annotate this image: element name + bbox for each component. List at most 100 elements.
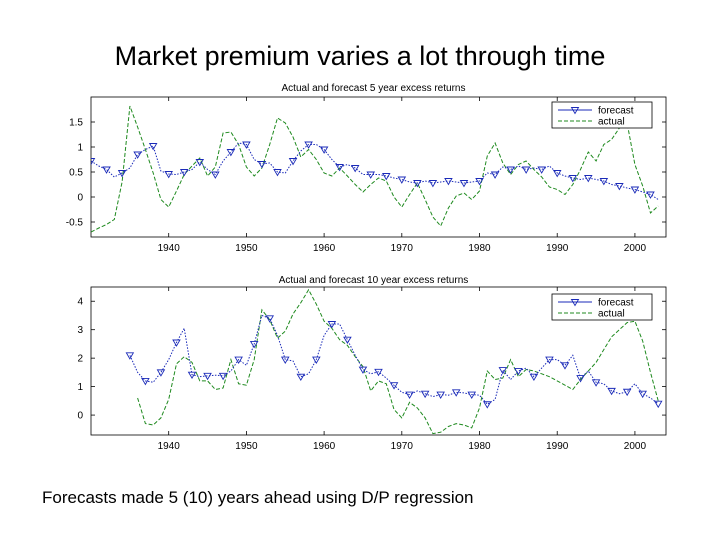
forecast-marker [343,336,352,345]
forecast-marker [475,178,484,186]
x-tick-label: 2000 [624,243,647,254]
forecast-marker [389,382,399,390]
slide-caption: Forecasts made 5 (10) years ahead using … [42,488,474,507]
y-tick-label: 1 [77,143,83,154]
chart-title: Actual and forecast 10 year excess retur… [279,275,469,286]
forecast-marker [420,390,430,399]
forecast-marker [584,175,593,183]
y-tick-label: 0.5 [69,168,83,179]
legend-label-forecast: forecast [598,298,634,309]
forecast-marker [638,390,647,399]
forecast-marker [304,141,313,149]
forecast-marker [335,164,344,172]
legend-marker-forecast [570,299,580,307]
forecast-marker [490,171,500,179]
forecast-marker [242,141,251,149]
series-line-forecast [129,314,659,405]
forecast-marker [249,340,259,349]
x-tick-label: 1990 [546,441,569,452]
forecast-marker [451,389,461,397]
x-tick-label: 1980 [468,441,491,452]
y-tick-label: 2 [77,354,83,365]
forecast-marker [102,166,111,174]
forecast-marker [498,367,508,375]
y-tick-label: 0 [77,411,83,422]
forecast-marker [156,369,166,377]
forecast-marker [319,146,329,154]
forecast-marker [265,315,274,323]
x-tick-label: 1950 [235,243,258,254]
forecast-marker [350,165,360,173]
forecast-marker [211,171,220,179]
forecast-marker [187,371,197,380]
forecast-marker [288,158,298,166]
forecast-marker [436,391,445,399]
forecast-marker [374,368,383,377]
forecast-marker [280,356,290,364]
forecast-marker [506,166,515,174]
x-tick-label: 2000 [624,441,647,452]
x-tick-label: 1940 [158,441,181,452]
x-tick-label: 1970 [391,243,414,254]
forecast-marker [537,166,546,174]
forecast-marker [327,321,337,329]
forecast-marker [630,186,640,194]
forecast-marker [413,180,422,188]
forecast-marker [521,166,531,174]
series-line-actual [137,288,659,435]
legend-label-forecast: forecast [598,106,634,117]
forecast-marker [459,180,469,188]
forecast-marker [257,161,267,169]
forecast-marker [195,159,205,167]
y-tick-label: 1 [77,382,83,393]
forecast-marker [599,178,609,186]
legend-box [551,293,653,321]
y-tick-label: 1.5 [69,118,83,129]
forecast-marker [133,151,142,159]
forecast-marker [273,169,282,177]
forecast-marker [483,401,492,409]
chart-10-year: Actual and forecast 10 year excess retur… [77,275,667,452]
forecast-marker [545,356,554,364]
forecast-marker [91,158,96,166]
x-tick-label: 1970 [391,441,414,452]
forecast-marker [576,375,585,383]
forecast-marker [203,372,212,381]
plot-area [91,105,659,233]
forecast-marker [234,356,243,364]
forecast-marker [405,391,414,399]
forecast-marker [591,379,601,387]
x-tick-label: 1960 [313,243,336,254]
forecast-marker [397,176,407,184]
forecast-marker [653,400,663,409]
forecast-marker [296,373,306,382]
forecast-marker [444,178,453,186]
forecast-marker [529,373,539,382]
forecast-marker [164,171,173,179]
legend-box [551,101,653,129]
legend-marker-forecast [570,107,580,115]
y-tick-label: -0.5 [66,218,84,229]
forecast-marker [312,356,321,364]
y-tick-label: 0 [77,193,83,204]
forecast-marker [615,183,624,191]
forecast-marker [560,362,570,370]
forecast-marker [172,339,181,347]
forecast-marker [226,149,236,157]
y-tick-label: 4 [77,297,83,308]
forecast-marker [179,169,189,177]
forecast-marker [366,171,376,179]
forecast-marker [428,180,438,188]
chart-title: Actual and forecast 5 year excess return… [282,83,466,94]
plot-area [125,288,663,435]
legend-label-actual: actual [598,117,625,128]
x-tick-label: 1990 [546,243,569,254]
y-tick-label: 3 [77,325,83,336]
forecast-marker [358,366,368,374]
forecast-marker [381,173,391,181]
forecast-marker [141,377,150,386]
x-tick-label: 1980 [468,243,491,254]
